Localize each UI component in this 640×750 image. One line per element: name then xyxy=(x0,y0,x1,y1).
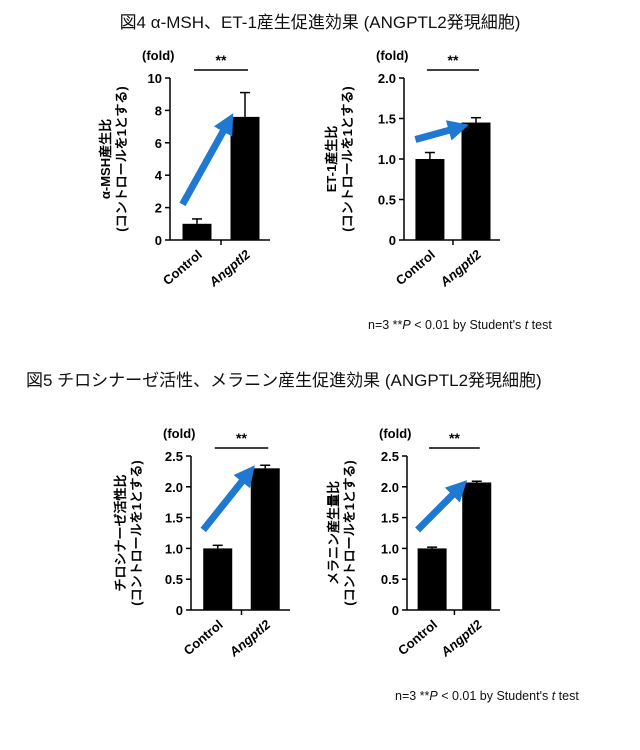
figure4-title: 図4 α-MSH、ET-1産生促進効果 (ANGPTL2発現細胞) xyxy=(119,13,521,32)
tyr-ylabel-line-2: (コントロールを1とする) xyxy=(129,460,144,606)
figure5-title: 図5 チロシナーゼ活性、メラニン産生促進効果 (ANGPTL2発現細胞) xyxy=(26,371,542,390)
msh-unit-label: (fold) xyxy=(142,48,174,63)
mel-category-label-0: Control xyxy=(395,617,440,658)
mel-ylabel-line-2: (コントロールを1とする) xyxy=(342,460,357,606)
msh-category-label-0: Control xyxy=(160,247,205,288)
msh-ytick-label-0: 0 xyxy=(155,233,162,248)
msh-ytick-label-3: 6 xyxy=(155,136,162,151)
msh-category-label-1: Angptl2 xyxy=(205,246,253,290)
msh-bar-angptl2 xyxy=(230,116,260,240)
et1-bar-control xyxy=(415,159,445,240)
et1-bar-angptl2 xyxy=(461,122,491,240)
tyr-ytick-label-2: 1.0 xyxy=(165,541,183,556)
figure5-statistics-note: n=3 **P < 0.01 by Student's t test xyxy=(395,689,579,703)
tyr-category-label-1: Angptl2 xyxy=(226,616,274,660)
mel-significance-label: ** xyxy=(449,430,460,446)
mel-bar-control xyxy=(417,548,447,610)
mel-ytick-label-3: 1.5 xyxy=(381,511,399,526)
msh-ytick-label-1: 2 xyxy=(155,201,162,216)
et1-increase-arrow xyxy=(414,120,469,143)
msh-ytick-label-2: 4 xyxy=(155,168,163,183)
tyr-bar-control xyxy=(203,548,233,610)
msh-ylabel-line-2: (コントロールを1とする) xyxy=(114,86,129,232)
tyr-unit-label: (fold) xyxy=(163,426,195,441)
note-p-symbol: P xyxy=(429,689,438,703)
mel-ytick-label-5: 2.5 xyxy=(381,449,399,464)
msh-ylabel-line-1: α-MSH産生比 xyxy=(98,119,113,199)
tyr-significance-label: ** xyxy=(236,430,247,446)
tyr-category-label-0: Control xyxy=(181,617,226,658)
note-p-symbol: P xyxy=(402,318,411,332)
msh-significance-label: ** xyxy=(216,52,227,68)
note-suffix: test xyxy=(555,689,579,703)
tyr-bar-angptl2 xyxy=(250,468,280,610)
note-mid: < 0.01 by Student's xyxy=(437,689,552,703)
mel-ytick-label-0: 0 xyxy=(392,603,399,618)
et1-ytick-label-0: 0 xyxy=(389,233,396,248)
et1-ylabel-line-1: ET-1産生比 xyxy=(324,126,339,192)
et1-ytick-label-2: 1.0 xyxy=(378,152,396,167)
note-t-symbol: t xyxy=(524,318,529,332)
note-t-symbol: t xyxy=(551,689,556,703)
note-prefix: n=3 ** xyxy=(368,318,403,332)
tyr-ytick-label-3: 1.5 xyxy=(165,511,183,526)
mel-category-label-1: Angptl2 xyxy=(437,616,485,660)
et1-ytick-label-4: 2.0 xyxy=(378,71,396,86)
figure4-statistics-note: n=3 **P < 0.01 by Student's t test xyxy=(368,318,552,332)
mel-ytick-label-4: 2.0 xyxy=(381,480,399,495)
msh-bar-control xyxy=(182,223,212,240)
mel-increase-arrow xyxy=(415,480,468,533)
tyr-ytick-label-5: 2.5 xyxy=(165,449,183,464)
msh-ytick-label-4: 8 xyxy=(155,103,162,118)
et1-ytick-label-1: 0.5 xyxy=(378,193,396,208)
tyr-ytick-label-1: 0.5 xyxy=(165,572,183,587)
note-suffix: test xyxy=(528,318,552,332)
mel-ylabel-line-1: メラニン産生量比 xyxy=(326,481,341,585)
et1-category-label-1: Angptl2 xyxy=(436,246,484,290)
note-mid: < 0.01 by Student's xyxy=(410,318,525,332)
tyr-ytick-label-4: 2.0 xyxy=(165,480,183,495)
et1-category-label-0: Control xyxy=(393,247,438,288)
mel-ytick-label-1: 0.5 xyxy=(381,572,399,587)
et1-ylabel-line-2: (コントロールを1とする) xyxy=(340,86,355,232)
note-prefix: n=3 ** xyxy=(395,689,430,703)
tyr-increase-arrow xyxy=(200,465,255,533)
msh-ytick-label-5: 10 xyxy=(148,71,162,86)
et1-ytick-label-3: 1.5 xyxy=(378,112,396,127)
msh-increase-arrow xyxy=(179,113,234,207)
mel-bar-angptl2 xyxy=(462,482,492,610)
tyr-ytick-label-0: 0 xyxy=(176,603,183,618)
mel-unit-label: (fold) xyxy=(379,426,411,441)
mel-ytick-label-2: 1.0 xyxy=(381,541,399,556)
et1-significance-label: ** xyxy=(448,52,459,68)
et1-unit-label: (fold) xyxy=(376,48,408,63)
tyr-ylabel-line-1: チロシナーゼ活性比 xyxy=(113,474,128,591)
